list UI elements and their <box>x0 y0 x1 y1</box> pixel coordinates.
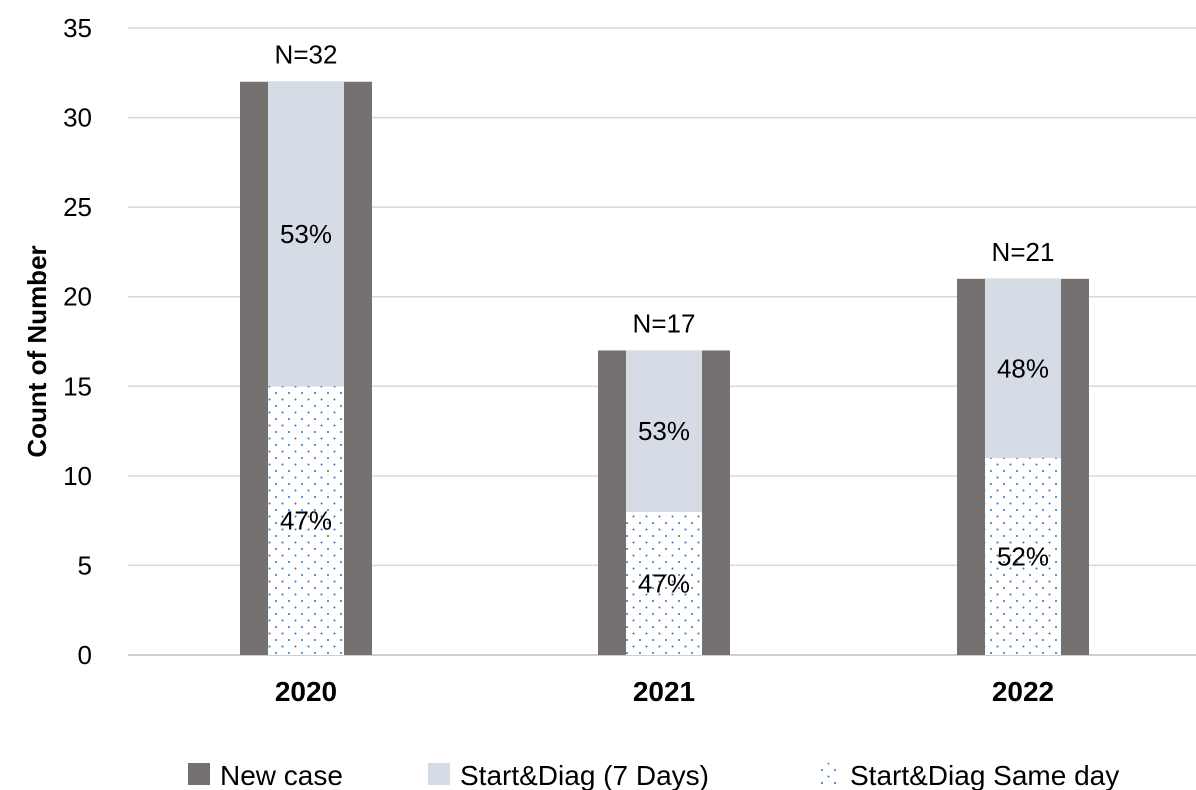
legend: New case Start&Diag (7 Days) Start&Diag Sa… <box>188 760 1119 790</box>
x-tick-label: 2022 <box>992 676 1054 707</box>
same-day-pct-label: 47% <box>638 568 690 598</box>
y-tick-label: 35 <box>63 13 92 43</box>
seven-day-pct-label: 53% <box>638 416 690 446</box>
x-axis-ticks: 2020 2021 2022 <box>275 676 1054 707</box>
bars <box>240 81 1089 655</box>
y-tick-label: 25 <box>63 192 92 222</box>
y-tick-label: 0 <box>78 640 92 670</box>
total-label: N=17 <box>633 308 696 338</box>
x-tick-label: 2021 <box>633 676 695 707</box>
y-tick-label: 20 <box>63 282 92 312</box>
bar-start-diag-same-day <box>268 386 344 655</box>
y-axis-ticks: 0 5 10 15 20 25 30 35 <box>63 13 92 670</box>
legend-label-start-diag-7-days: Start&Diag (7 Days) <box>460 760 709 790</box>
bar-start-diag-7-days <box>268 81 344 387</box>
seven-day-pct-label: 53% <box>280 219 332 249</box>
y-tick-label: 10 <box>63 461 92 491</box>
legend-label-start-diag-same-day: Start&Diag Same day <box>850 760 1119 790</box>
data-labels: N=32 53% 47% N=17 53% 47% N=21 48% 52% <box>275 40 1055 599</box>
x-tick-label: 2020 <box>275 676 337 707</box>
bar-start-diag-same-day <box>985 457 1061 655</box>
same-day-pct-label: 47% <box>280 506 332 536</box>
legend-swatch-start-diag-7-days <box>428 763 450 785</box>
seven-day-pct-label: 48% <box>997 353 1049 383</box>
legend-swatch-start-diag-same-day <box>818 763 840 785</box>
bar-start-diag-same-day <box>626 511 702 655</box>
bar-start-diag-7-days <box>985 278 1061 458</box>
y-axis-label: Count of Number <box>22 245 52 457</box>
bar-start-diag-7-days <box>626 350 702 512</box>
legend-swatch-new-case <box>188 763 210 785</box>
y-tick-label: 5 <box>78 550 92 580</box>
total-label: N=32 <box>275 40 338 70</box>
y-tick-label: 15 <box>63 371 92 401</box>
legend-label-new-case: New case <box>220 760 343 790</box>
total-label: N=21 <box>992 237 1055 267</box>
y-tick-label: 30 <box>63 103 92 133</box>
same-day-pct-label: 52% <box>997 541 1049 571</box>
